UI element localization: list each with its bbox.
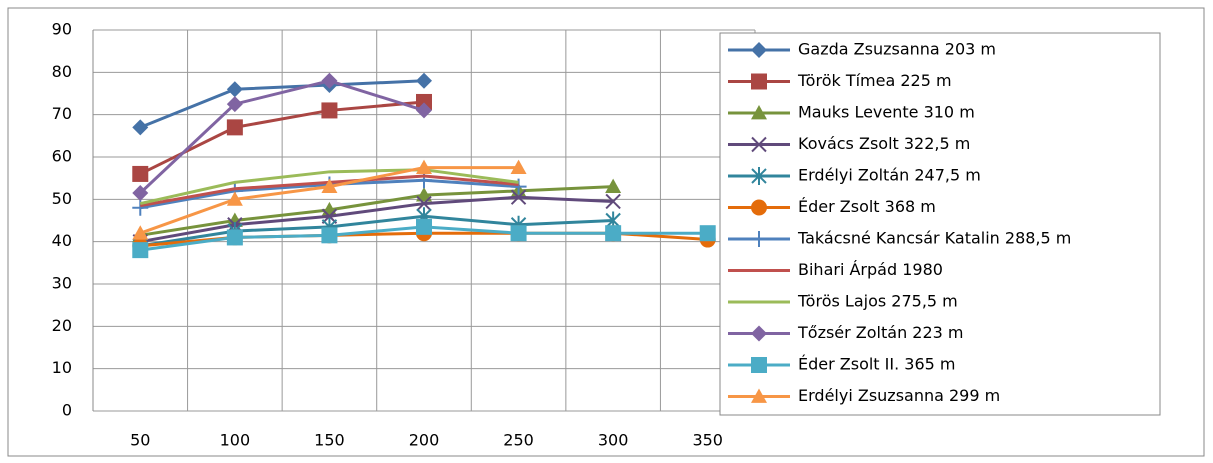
marker [321,72,338,89]
marker [321,178,338,194]
series-line [140,185,614,237]
marker [751,357,767,373]
marker [751,73,767,90]
marker [132,225,149,240]
series-line [139,168,519,206]
marker [132,184,149,201]
y-tick-label: 10 [52,358,72,377]
marker [416,218,432,235]
y-tick-label: 60 [52,147,72,166]
marker [751,199,767,216]
legend-label: Törös Lajos 275,5 m [797,292,958,311]
marker [416,187,432,202]
series-line [139,79,425,129]
legend-label: Gazda Zsuzsanna 203 m [798,40,996,59]
y-tick-label: 0 [62,401,72,420]
legend-label: Éder Zsolt II. 365 m [798,355,955,374]
marker [510,225,527,242]
marker [416,102,432,119]
marker [132,242,149,259]
legend-label: Bihari Árpád 1980 [798,260,943,279]
y-tick-label: 80 [52,62,72,81]
marker [416,93,432,110]
marker [751,388,767,403]
y-tick-label: 30 [52,274,72,293]
x-tick-label: 250 [503,431,534,450]
legend-label: Mauks Levente 310 m [798,103,975,122]
marker [751,136,767,153]
marker [226,229,243,246]
marker [605,178,622,194]
legend-label: Éder Zsolt 368 m [798,197,936,216]
x-tick-label: 300 [598,431,629,450]
marker [416,195,432,212]
series-line [139,100,425,176]
marker [605,193,621,210]
marker [751,325,767,342]
y-tick-label: 40 [52,231,72,250]
y-tick-label: 50 [52,189,72,208]
series-line [140,214,614,248]
marker [510,189,527,205]
marker [751,105,767,120]
marker [416,72,432,89]
legend-label: Takácsné Kancsár Katalin 288,5 m [797,229,1071,248]
marker [751,231,767,247]
marker [132,119,149,136]
legend-label: Tőzsér Zoltán 223 m [797,323,964,342]
legend-label: Török Tímea 225 m [797,71,952,90]
marker [751,167,767,185]
legend-box [719,32,1161,416]
marker [132,165,149,182]
series-line [139,79,425,195]
marker [226,81,243,98]
x-tick-label: 150 [314,431,345,450]
y-tick-label: 90 [52,20,72,39]
marker [416,159,432,174]
legend-label: Erdélyi Zsuzsanna 299 m [798,386,1000,405]
series-line [140,195,614,244]
marker [226,119,243,136]
x-tick-label: 100 [220,431,251,450]
x-tick-label: 200 [409,431,440,450]
x-tick-label: 350 [692,431,723,450]
legend-label: Erdélyi Zoltán 247,5 m [798,166,981,185]
marker [510,159,527,174]
y-tick-label: 70 [52,104,72,123]
legend-label: Kovács Zsolt 322,5 m [798,134,970,153]
marker [226,191,243,206]
marker [605,225,622,242]
marker [321,227,338,244]
marker [699,225,716,242]
marker [226,96,243,113]
y-tick-label: 20 [52,316,72,335]
x-tick-label: 50 [130,431,150,450]
marker [321,102,338,119]
marker [751,42,767,58]
